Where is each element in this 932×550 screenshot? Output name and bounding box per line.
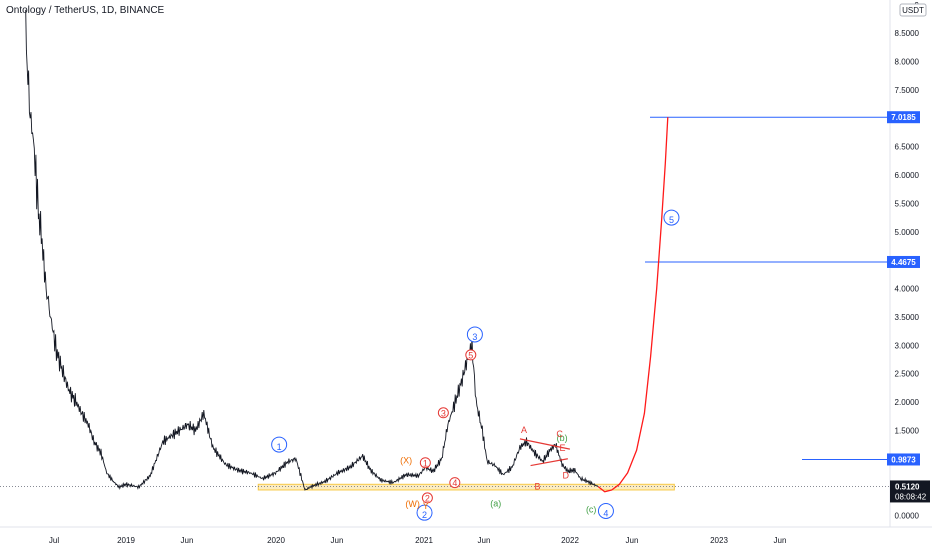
wave-label: 1 <box>423 458 428 468</box>
trendline <box>519 438 571 450</box>
level-price-text: 0.9873 <box>891 455 916 464</box>
y-tick-label: 3.0000 <box>895 341 920 350</box>
y-tick-label: 5.5000 <box>895 199 920 208</box>
wave-marker-circle <box>465 349 477 361</box>
x-tick-label: 2022 <box>561 536 579 545</box>
unit-label: USDT <box>902 6 924 15</box>
wave-label: (X) <box>400 455 412 465</box>
y-tick-label: 6.0000 <box>895 171 920 180</box>
wave-label: 5 <box>669 215 674 225</box>
wave-marker-circle <box>271 436 288 453</box>
price-series-line <box>25 9 599 491</box>
wave-label: (c) <box>586 504 597 514</box>
wave-label: A <box>521 425 527 435</box>
y-tick-label: 1.5000 <box>895 426 920 435</box>
wave-label: C <box>556 429 563 439</box>
wave-marker-circle <box>449 477 461 489</box>
x-tick-label: Jun <box>181 536 194 545</box>
unit-badge[interactable]: USDT <box>899 3 927 17</box>
wave-label: 3 <box>441 408 446 418</box>
x-tick-label: Jun <box>331 536 344 545</box>
wave-marker-circle <box>597 502 614 519</box>
x-tick-label: Jul <box>49 536 59 545</box>
level-lines-layer <box>0 116 890 487</box>
wave-label: 4 <box>603 508 608 518</box>
wave-label: D <box>563 470 570 480</box>
annotations-layer: 1 2 3 4 5 1 2 3 4 5 (X) (W) Y (a) (b) (c) A B C D E <box>271 209 680 521</box>
y-tick-label: 6.5000 <box>895 143 920 152</box>
x-tick-label: 2021 <box>415 536 433 545</box>
x-tick-label: Jun <box>774 536 787 545</box>
wave-marker-circle <box>421 492 433 504</box>
wave-label: (a) <box>490 499 501 509</box>
wave-marker-circle <box>416 504 433 521</box>
y-tick-label: 7.5000 <box>895 86 920 95</box>
wave-label: E <box>560 443 566 453</box>
wave-label: 2 <box>422 510 427 520</box>
y-tick-label: 5.0000 <box>895 228 920 237</box>
time-axis: Jul 2019 Jun 2020 Jun 2021 Jun 2022 Jun 2023 Jun <box>49 536 787 545</box>
level-price-tag <box>887 111 920 124</box>
wave-label: 3 <box>472 332 477 342</box>
y-tick-label: 2.5000 <box>895 370 920 379</box>
y-tick-label: 3.5000 <box>895 313 920 322</box>
wave-label: 2 <box>425 494 430 504</box>
level-price-text: 4.4675 <box>891 258 916 267</box>
x-tick-label: 2023 <box>710 536 728 545</box>
y-tick-label: 2.0000 <box>895 398 920 407</box>
wave-label: 4 <box>452 478 457 488</box>
wave-marker-circle <box>419 457 431 469</box>
y-tick-label: 8.5000 <box>895 29 920 38</box>
trendlines-layer <box>519 438 571 467</box>
countdown-text: 08:08:42 <box>895 492 927 501</box>
wave-marker-circle <box>437 407 449 419</box>
current-price-tag <box>890 480 930 503</box>
x-tick-label: 2019 <box>117 536 135 545</box>
trendline <box>530 458 568 467</box>
wave-label: Y <box>423 501 429 511</box>
x-tick-label: Jun <box>626 536 639 545</box>
level-price-tag <box>887 255 920 268</box>
support-zone-layer <box>257 483 675 491</box>
support-zone <box>257 483 675 491</box>
wave-label: (b) <box>557 433 568 443</box>
y-tick-label: 8.0000 <box>895 58 920 67</box>
current-price-text: 0.5120 <box>895 482 920 491</box>
wave-label: 5 <box>468 350 473 360</box>
wave-label: B <box>535 482 541 492</box>
level-price-text: 7.0185 <box>891 113 916 122</box>
series-layer <box>25 9 669 493</box>
x-tick-label: 2020 <box>267 536 285 545</box>
wave-label: (W) <box>405 499 420 509</box>
x-tick-label: Jun <box>478 536 491 545</box>
wave-marker-circle <box>466 326 483 343</box>
y-tick-label: 0.0000 <box>895 512 920 521</box>
projection-series-line <box>597 117 669 493</box>
level-price-tag <box>887 453 920 466</box>
wave-label: 1 <box>277 442 282 452</box>
chart-title: Ontology / TetherUS, 1D, BINANCE <box>6 5 165 16</box>
y-tick-label: 4.0000 <box>895 285 920 294</box>
wave-marker-circle <box>663 209 680 226</box>
